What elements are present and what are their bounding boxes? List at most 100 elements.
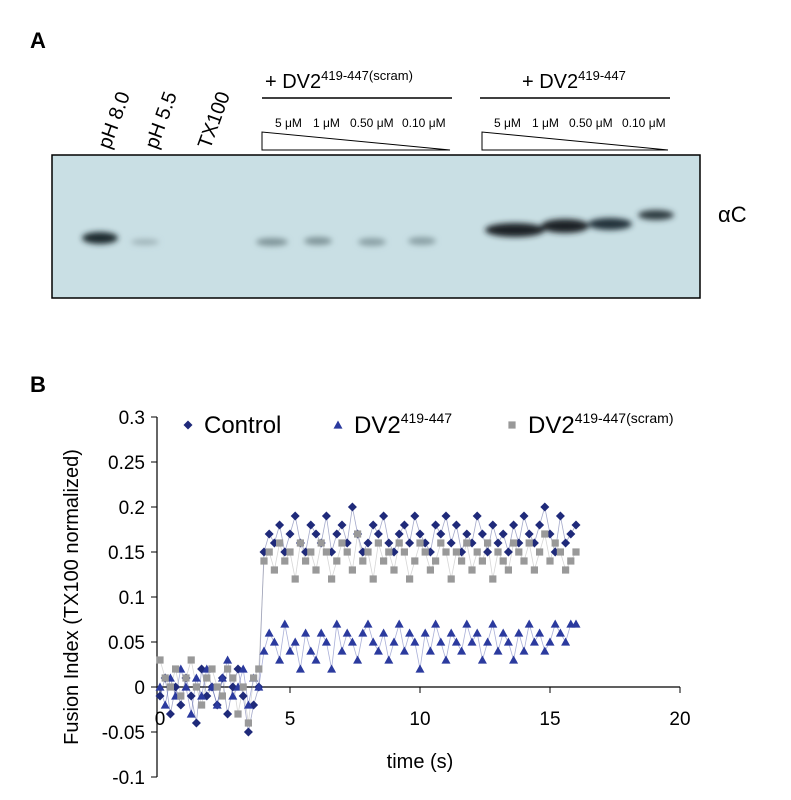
- marker: [373, 646, 383, 655]
- y-tick-label: 0.25: [108, 453, 145, 474]
- marker: [203, 674, 211, 682]
- marker: [566, 529, 576, 539]
- concentration: 0.50 μM: [350, 116, 394, 130]
- marker: [509, 520, 519, 530]
- marker: [494, 548, 502, 556]
- marker: [311, 655, 321, 664]
- marker: [545, 637, 555, 646]
- marker: [348, 566, 356, 574]
- marker: [389, 637, 399, 646]
- marker: [374, 539, 382, 547]
- marker: [321, 511, 331, 521]
- marker: [555, 628, 565, 637]
- y-tick-label: 0: [134, 678, 145, 699]
- marker: [525, 539, 533, 547]
- marker: [198, 701, 206, 709]
- marker: [238, 691, 248, 701]
- marker: [411, 557, 419, 565]
- marker: [229, 674, 237, 682]
- band: [358, 238, 386, 246]
- marker: [285, 529, 295, 539]
- marker: [504, 566, 512, 574]
- marker: [244, 719, 252, 727]
- marker: [255, 665, 263, 673]
- marker: [187, 656, 195, 664]
- marker: [250, 674, 258, 682]
- marker: [234, 710, 242, 718]
- band: [588, 218, 632, 230]
- marker: [441, 511, 451, 521]
- marker: [306, 646, 316, 655]
- marker: [259, 646, 269, 655]
- marker: [555, 511, 565, 521]
- marker: [561, 538, 571, 548]
- marker: [156, 656, 164, 664]
- marker: [437, 539, 445, 547]
- marker: [197, 691, 207, 700]
- marker: [503, 637, 513, 646]
- marker: [363, 619, 373, 628]
- marker: [571, 619, 581, 628]
- marker: [307, 548, 315, 556]
- concentration: 1 μM: [532, 116, 559, 130]
- marker: [160, 700, 170, 709]
- marker: [420, 628, 430, 637]
- band: [256, 238, 288, 246]
- marker: [556, 548, 564, 556]
- marker: [332, 529, 342, 539]
- marker: [463, 539, 471, 547]
- marker: [425, 646, 435, 655]
- marker: [535, 520, 545, 530]
- marker: [488, 619, 498, 628]
- marker: [186, 709, 196, 718]
- marker: [155, 682, 165, 691]
- marker: [212, 700, 222, 709]
- marker: [260, 557, 268, 565]
- marker: [290, 637, 300, 646]
- marker: [436, 529, 446, 539]
- marker: [165, 709, 175, 719]
- x-tick-label: 5: [285, 709, 296, 730]
- marker: [493, 538, 503, 548]
- marker: [484, 539, 492, 547]
- legend-marker: [508, 421, 516, 429]
- marker: [281, 557, 289, 565]
- marker: [406, 575, 414, 583]
- panel-label: B: [30, 372, 46, 397]
- marker: [264, 529, 274, 539]
- marker: [166, 683, 174, 691]
- marker: [353, 655, 363, 664]
- legend-marker: [183, 420, 193, 430]
- marker: [312, 566, 320, 574]
- marker: [368, 637, 378, 646]
- marker: [530, 566, 538, 574]
- marker: [415, 664, 425, 673]
- marker: [468, 566, 476, 574]
- legend-label: DV2419-447(scram): [528, 410, 674, 439]
- marker: [535, 628, 545, 637]
- marker: [462, 619, 472, 628]
- gradient-triangle: [481, 131, 669, 151]
- marker: [359, 557, 367, 565]
- marker: [447, 575, 455, 583]
- marker: [519, 646, 529, 655]
- y-tick-label: 0.1: [119, 588, 145, 609]
- marker: [317, 539, 325, 547]
- y-tick-label: 0.15: [108, 543, 145, 564]
- marker: [514, 628, 524, 637]
- marker: [224, 665, 232, 673]
- gradient-triangle: [261, 131, 451, 151]
- legend-label: Control: [204, 412, 281, 439]
- marker: [567, 557, 575, 565]
- marker: [373, 529, 383, 539]
- marker: [327, 664, 337, 673]
- marker: [285, 646, 295, 655]
- marker: [332, 619, 342, 628]
- group-title: + DV2419-447: [522, 68, 626, 93]
- marker: [415, 529, 425, 539]
- marker: [431, 619, 441, 628]
- marker: [540, 646, 550, 655]
- marker: [243, 700, 253, 709]
- marker: [426, 566, 434, 574]
